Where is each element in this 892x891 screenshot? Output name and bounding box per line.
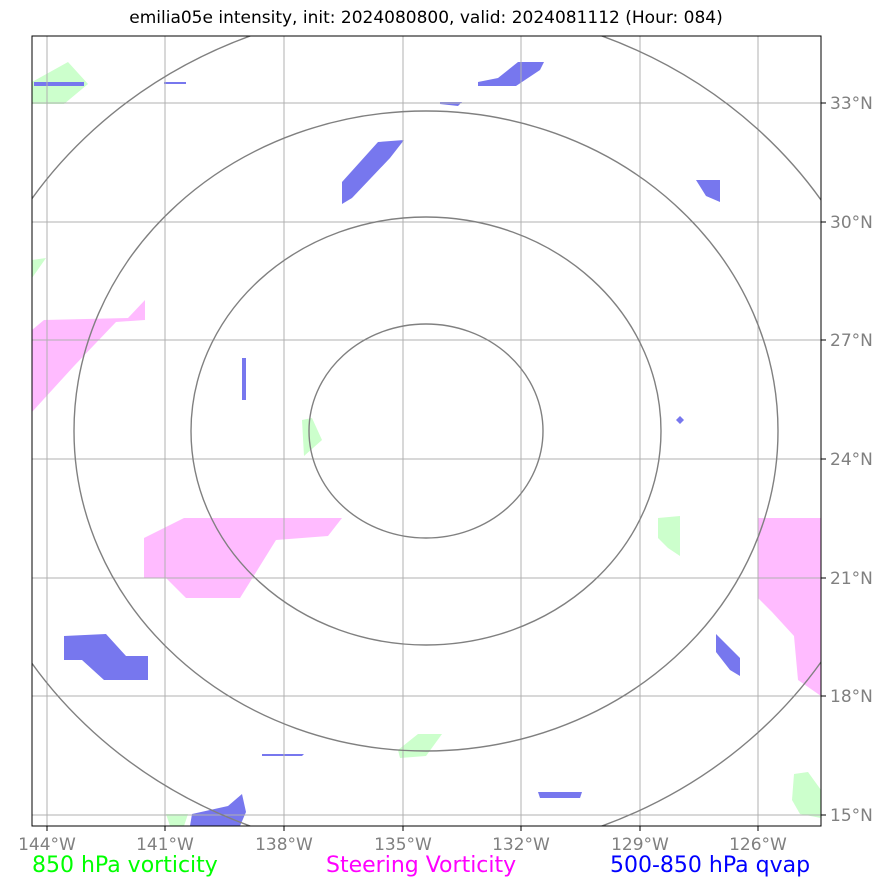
- x-tick-label: 126°W: [729, 835, 787, 855]
- x-tick-label: 135°W: [374, 835, 432, 855]
- y-tick-label: 24°N: [830, 450, 873, 470]
- map-title: emilia05e intensity, init: 2024080800, v…: [129, 8, 723, 28]
- axis-ticks: [46, 102, 826, 831]
- x-tick-label: 144°W: [18, 835, 76, 855]
- y-tick-label: 18°N: [830, 687, 873, 707]
- legend-qvap: 500-850 hPa qvap: [610, 853, 811, 878]
- y-tick-label: 30°N: [830, 213, 873, 233]
- distance-rings: [32, 36, 821, 826]
- vorticity-850-regions: [32, 62, 821, 826]
- x-tick-label: 132°W: [492, 835, 550, 855]
- map-gridlines: [32, 36, 821, 826]
- steering-vorticity-regions: [32, 300, 821, 696]
- y-tick-label: 33°N: [830, 94, 873, 114]
- x-axis-labels: 144°W 141°W 138°W 135°W 132°W 129°W 126°…: [18, 835, 787, 855]
- map-frame: [31, 35, 822, 827]
- legend-steering-vorticity: Steering Vorticity: [326, 853, 517, 878]
- x-tick-label: 129°W: [611, 835, 669, 855]
- x-tick-label: 141°W: [136, 835, 194, 855]
- y-axis-labels: 33°N 30°N 27°N 24°N 21°N 18°N 15°N: [830, 94, 873, 826]
- y-tick-label: 21°N: [830, 569, 873, 589]
- y-tick-label: 15°N: [830, 806, 873, 826]
- legend-vorticity-850: 850 hPa vorticity: [32, 853, 218, 878]
- x-tick-label: 138°W: [255, 835, 313, 855]
- qvap-regions: [34, 62, 740, 826]
- y-tick-label: 27°N: [830, 331, 873, 351]
